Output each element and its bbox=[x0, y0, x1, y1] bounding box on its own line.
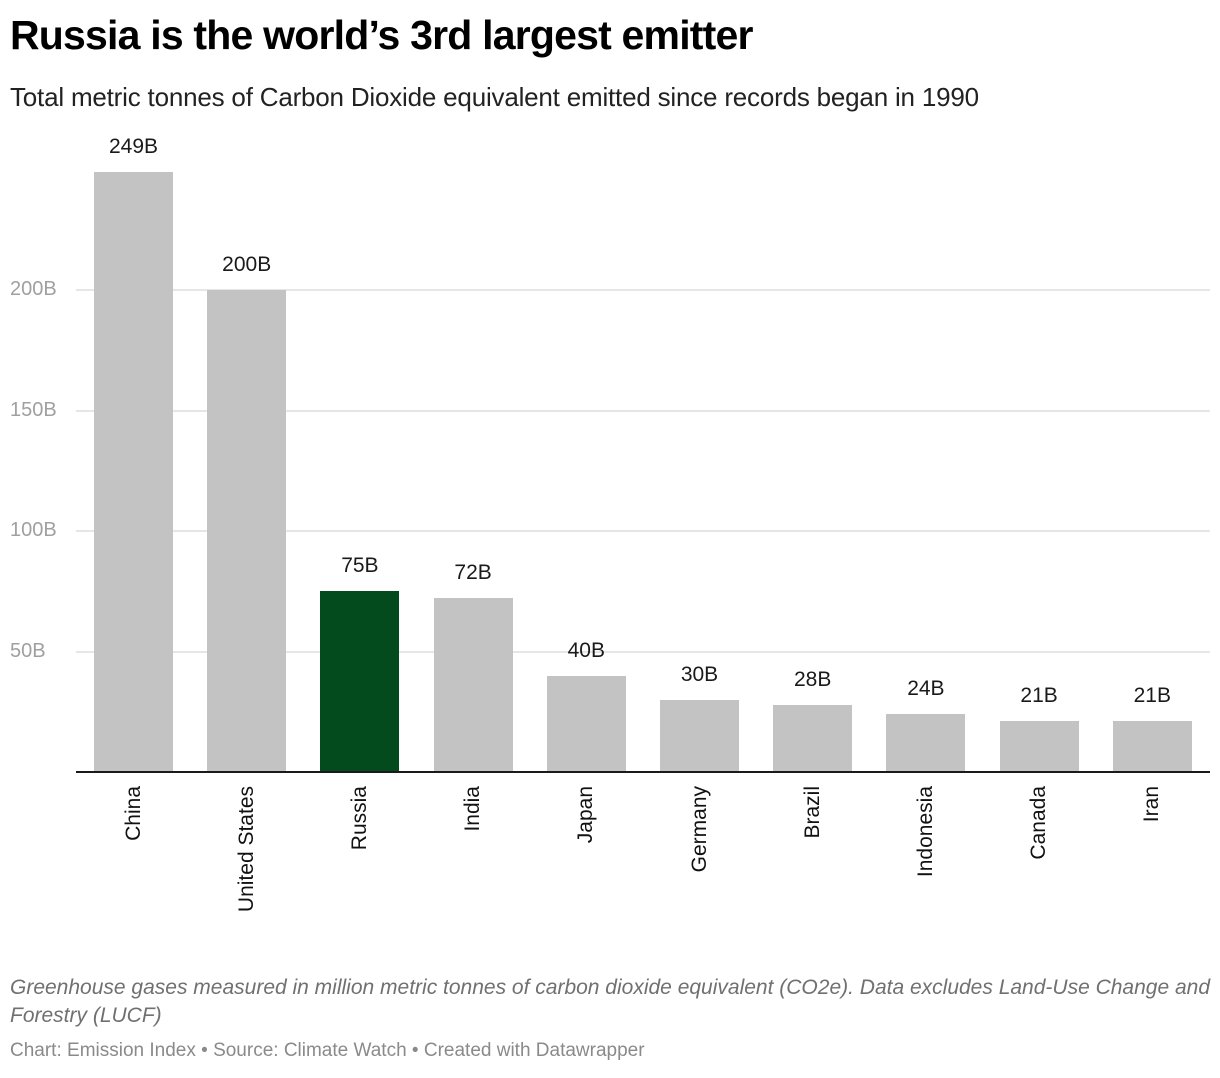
bar-value-label: 28B bbox=[794, 667, 832, 691]
bar-japan[interactable] bbox=[546, 675, 626, 772]
gridline bbox=[76, 409, 1210, 412]
bar-value-label: 200B bbox=[222, 253, 272, 276]
bar-value-label: 40B bbox=[567, 638, 605, 662]
bar-canada[interactable] bbox=[999, 721, 1079, 772]
x-axis-category-label: Japan bbox=[574, 786, 598, 844]
x-axis-category-label: China bbox=[121, 786, 145, 841]
chart-notes: Greenhouse gases measured in million met… bbox=[10, 976, 1211, 1027]
y-axis-tick-label: 200B bbox=[10, 278, 57, 300]
bar-iran[interactable] bbox=[1112, 721, 1192, 772]
bar-value-label: 24B bbox=[907, 677, 945, 701]
x-axis-category-label: Iran bbox=[1140, 786, 1164, 823]
bar-value-label: 75B bbox=[341, 554, 379, 578]
bar-chart-plot: 200B 150B 100B 50B 249B China 200B United State… bbox=[10, 134, 1210, 913]
chart-subtitle: Total metric tonnes of Carbon Dioxide eq… bbox=[10, 82, 979, 112]
x-axis-category-label: Russia bbox=[347, 786, 371, 851]
y-axis-tick-label: 100B bbox=[10, 519, 57, 541]
x-axis-category-label: Indonesia bbox=[913, 786, 937, 878]
x-axis-baseline bbox=[76, 771, 1210, 773]
bar-value-label: 72B bbox=[454, 561, 492, 585]
bar-indonesia[interactable] bbox=[886, 714, 966, 772]
bar-brazil[interactable] bbox=[773, 704, 853, 772]
x-axis-category-label: United States bbox=[234, 786, 258, 913]
bar-india[interactable] bbox=[433, 598, 513, 772]
bar-germany[interactable] bbox=[660, 699, 739, 772]
x-axis-category-label: Brazil bbox=[800, 786, 824, 839]
bar-united-states[interactable] bbox=[207, 290, 287, 772]
bar-value-label: 249B bbox=[108, 134, 159, 158]
y-axis-tick-label: 50B bbox=[10, 639, 46, 662]
gridline bbox=[76, 530, 1210, 532]
bar-russia[interactable] bbox=[320, 591, 400, 772]
x-axis-category-label: Canada bbox=[1027, 786, 1051, 860]
x-axis-category-label: Germany bbox=[687, 786, 711, 873]
y-axis-tick-label: 150B bbox=[10, 398, 57, 421]
chart-title: Russia is the world’s 3rd largest emitte… bbox=[10, 12, 753, 58]
bar-value-label: 21B bbox=[1020, 684, 1058, 708]
gridline bbox=[76, 289, 1210, 291]
bar-china[interactable] bbox=[94, 171, 173, 772]
gridline bbox=[76, 650, 1210, 653]
x-axis-category-label: India bbox=[461, 786, 485, 832]
bar-value-label: 21B bbox=[1133, 684, 1171, 708]
chart-credits: Chart: Emission Index • Source: Climate … bbox=[10, 1040, 645, 1061]
bar-value-label: 30B bbox=[680, 662, 719, 686]
